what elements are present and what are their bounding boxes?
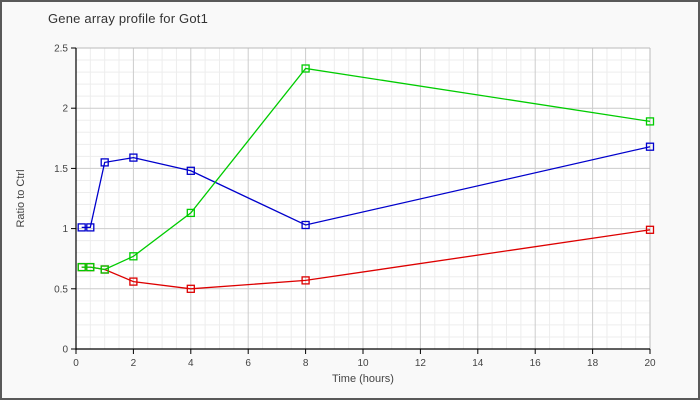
- green-series-marker: [186, 208, 195, 218]
- x-tick-label: 14: [472, 358, 484, 369]
- blue-series-marker: [77, 223, 86, 232]
- x-tick-label: 20: [644, 358, 656, 369]
- y-tick-label: 0: [62, 345, 68, 356]
- y-tick-label: 2: [62, 104, 68, 115]
- blue-series-marker: [100, 158, 109, 167]
- x-tick-label: 6: [245, 358, 251, 369]
- blue-series-marker: [645, 142, 655, 151]
- x-tick-label: 12: [415, 358, 427, 369]
- green-series-marker: [129, 252, 138, 261]
- blue-series-line: [81, 146, 651, 229]
- blue-series-marker: [86, 223, 95, 232]
- green-series-line: [81, 67, 651, 271]
- y-tick-label: 1: [62, 224, 68, 235]
- y-tick-label: 2.5: [54, 44, 68, 55]
- x-tick-label: 16: [530, 358, 542, 369]
- blue-series-marker: [186, 166, 195, 175]
- x-tick-label: 4: [188, 358, 194, 369]
- green-series-marker: [301, 64, 310, 73]
- y-tick-label: 0.5: [54, 284, 68, 295]
- plot-root: 0 2 4 6 8 10 12 14 16 18 20 0 0.5 1 1.5 2 2.5 Time (hours…: [15, 44, 656, 386]
- x-tick-label: 8: [303, 358, 309, 369]
- x-tick-label: 2: [131, 358, 137, 369]
- green-series-marker: [86, 262, 95, 272]
- chart-title: Gene array profile for Got1: [48, 11, 209, 26]
- x-tick-label: 0: [73, 358, 79, 369]
- blue-series-marker: [301, 220, 310, 230]
- red-series-marker: [129, 277, 138, 286]
- red-series-marker: [186, 284, 195, 293]
- blue-series-marker: [129, 153, 138, 162]
- x-tick-label: 10: [357, 358, 369, 369]
- x-tick-label: 18: [587, 358, 599, 369]
- green-series-marker: [77, 262, 86, 272]
- y-tick-label: 1.5: [54, 164, 68, 175]
- red-series-marker: [301, 276, 310, 285]
- red-series-marker: [645, 225, 655, 234]
- x-axis-title: Time (hours): [332, 373, 394, 385]
- green-series-marker: [645, 117, 655, 126]
- green-series-marker: [100, 265, 109, 274]
- y-axis-title: Ratio to Ctrl: [15, 169, 27, 227]
